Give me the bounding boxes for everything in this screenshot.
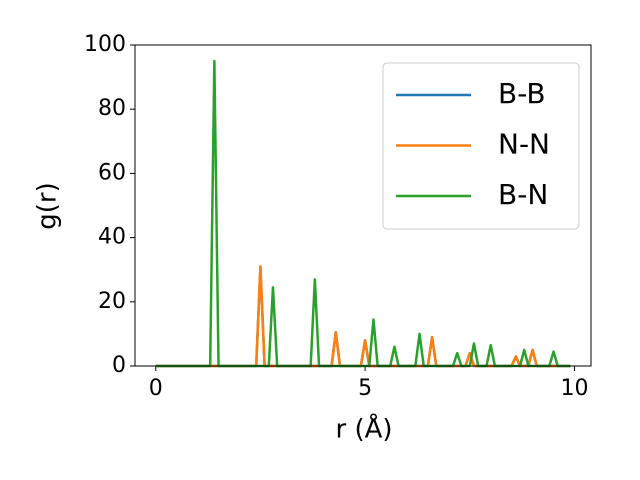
plot-frame — [134, 44, 592, 367]
x-tick-label: 10 — [560, 376, 588, 401]
y-axis-label: g(r) — [33, 182, 63, 229]
y-tick-label: 0 — [112, 353, 126, 378]
legend: B-B N-N B-N — [382, 62, 580, 230]
y-tick-label: 20 — [98, 289, 126, 314]
legend-label: B-N — [498, 178, 548, 211]
y-tick-label: 60 — [98, 160, 126, 185]
legend-label: N-N — [498, 128, 550, 161]
x-axis-label: r (Å) — [335, 413, 392, 445]
y-tick-label: 40 — [98, 225, 126, 250]
y-tick-label: 100 — [84, 32, 126, 57]
legend-box — [382, 62, 580, 230]
legend-label: B-B — [498, 77, 546, 110]
x-tick-label: 0 — [149, 376, 163, 401]
x-tick-label: 5 — [358, 376, 372, 401]
y-tick-label: 80 — [98, 96, 126, 121]
